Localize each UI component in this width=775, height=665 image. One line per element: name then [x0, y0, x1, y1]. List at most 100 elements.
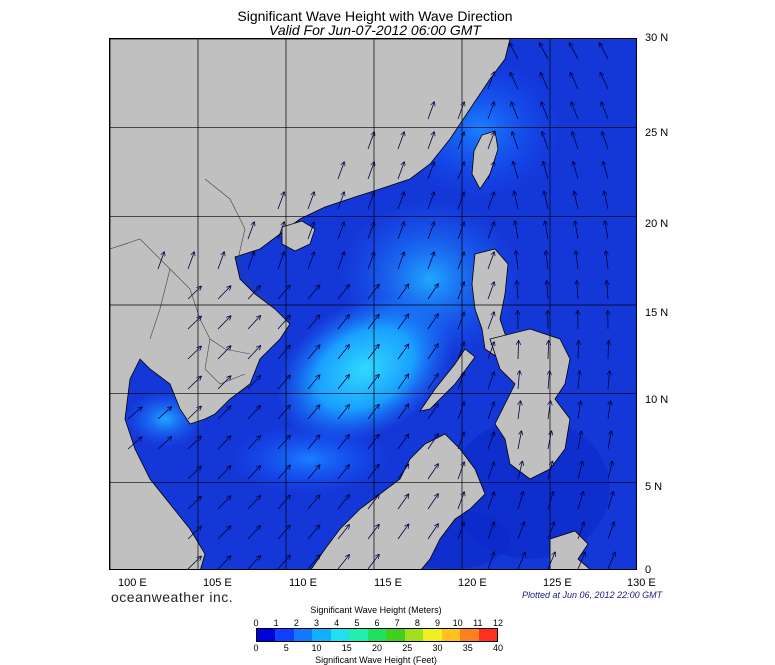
wave-arrow	[307, 375, 320, 390]
meter-tick-label: 6	[374, 618, 380, 628]
land-sulawesi	[549, 530, 591, 569]
border-laos-vietnam	[204, 178, 271, 305]
wave-arrow	[367, 315, 379, 330]
lat-label-10n: 10 N	[645, 394, 669, 406]
wave-arrow	[397, 494, 409, 510]
wave-arrow	[427, 434, 438, 450]
wave-arrow	[337, 435, 349, 450]
lat-label-0: 0	[645, 564, 652, 576]
wave-arrow	[578, 341, 579, 360]
wave-arrow	[540, 73, 549, 90]
wave-arrow	[487, 192, 494, 210]
wave-arrow	[513, 162, 519, 180]
feet-tick-label: 30	[432, 643, 443, 653]
wave-arrow	[608, 371, 610, 390]
wave-arrow	[600, 43, 609, 60]
wave-arrow	[397, 374, 409, 390]
wave-arrow	[487, 342, 494, 360]
wave-arrow	[543, 162, 549, 180]
wave-arrow	[546, 251, 548, 270]
wave-arrow	[397, 344, 409, 360]
wave-arrow	[277, 496, 290, 510]
colorbar-swatch	[312, 629, 331, 641]
map-title: Significant Wave Height with Wave Direct…	[237, 8, 513, 24]
wave-arrow	[427, 404, 438, 420]
wave-arrow	[397, 404, 409, 420]
wave-arrow	[511, 102, 519, 120]
feet-tick-label: 0	[253, 643, 259, 653]
lat-label-5n: 5 N	[645, 481, 663, 493]
wave-arrow	[277, 526, 290, 540]
wave-arrow	[307, 495, 320, 510]
wave-arrow	[337, 192, 344, 210]
wave-arrow	[367, 345, 379, 360]
wave-arrow	[487, 312, 494, 330]
meter-tick-label: 9	[434, 618, 441, 628]
wave-arrow	[457, 342, 464, 360]
wave-arrow	[427, 102, 434, 120]
wave-arrow	[487, 72, 494, 90]
wave-arrow	[397, 434, 409, 450]
wave-arrow	[517, 431, 521, 450]
wave-arrow	[427, 222, 434, 240]
wave-arrow	[518, 401, 521, 420]
wave-arrow	[307, 465, 320, 480]
meter-tick-label: 11	[473, 618, 483, 628]
wave-arrow	[277, 376, 290, 390]
colorbar-swatch	[275, 629, 294, 641]
wave-arrow	[277, 286, 290, 300]
graticule	[110, 39, 636, 569]
wave-height-map[interactable]	[109, 38, 637, 570]
wave-arrow	[367, 285, 379, 300]
wave-arrow	[217, 346, 231, 360]
wave-arrow	[487, 252, 494, 270]
wave-arrow	[577, 281, 578, 300]
wave-arrow	[247, 466, 260, 480]
land-hainan	[281, 220, 316, 252]
wave-arrow	[247, 526, 260, 540]
lon-label-105e: 105 E	[203, 577, 232, 589]
wave-arrow	[516, 251, 518, 270]
wave-arrow	[487, 402, 494, 420]
wave-arrow	[457, 252, 464, 270]
wave-arrow	[570, 43, 579, 60]
wave-arrow	[367, 192, 374, 210]
brand-logo-text: oceanweather inc.	[111, 589, 234, 605]
wave-arrow	[427, 252, 434, 270]
wave-arrow	[157, 437, 171, 450]
wave-arrow	[367, 405, 379, 420]
colorbar-swatch	[330, 629, 350, 641]
wave-arrow	[187, 437, 201, 450]
lat-label-30n: 30 N	[645, 32, 669, 44]
wave-arrow	[544, 192, 549, 210]
wave-arrow	[157, 252, 164, 270]
wave-arrow	[487, 492, 494, 510]
wave-arrow	[427, 524, 438, 540]
wave-arrow	[337, 252, 344, 270]
wave-arrow	[547, 281, 548, 300]
wave-arrow	[427, 284, 438, 300]
wave-arrow	[547, 431, 551, 450]
meter-tick-label: 8	[414, 618, 420, 628]
lon-label-110e: 110 E	[289, 577, 317, 589]
wave-arrow	[247, 436, 260, 450]
map-subtitle: Valid For Jun-07-2012 06:00 GMT	[269, 22, 481, 38]
wave-arrow	[457, 432, 464, 450]
wave-arrow	[247, 376, 260, 390]
wave-arrow	[397, 132, 404, 150]
wave-arrow	[457, 222, 464, 240]
wave-arrow	[337, 495, 349, 510]
map-svg	[110, 39, 636, 569]
wave-arrow	[608, 341, 609, 360]
wave-arrow	[602, 132, 609, 150]
wave-arrow	[307, 555, 320, 569]
wave-arrow	[247, 252, 254, 270]
wave-arrow	[607, 522, 614, 540]
feet-tick-label: 5	[283, 643, 289, 653]
wave-arrow	[548, 401, 551, 420]
wave-arrow	[187, 467, 201, 480]
wave-arrow	[217, 406, 231, 420]
feet-tick-label: 20	[371, 643, 383, 653]
wave-arrow	[247, 556, 260, 569]
wave-arrow	[574, 192, 579, 210]
